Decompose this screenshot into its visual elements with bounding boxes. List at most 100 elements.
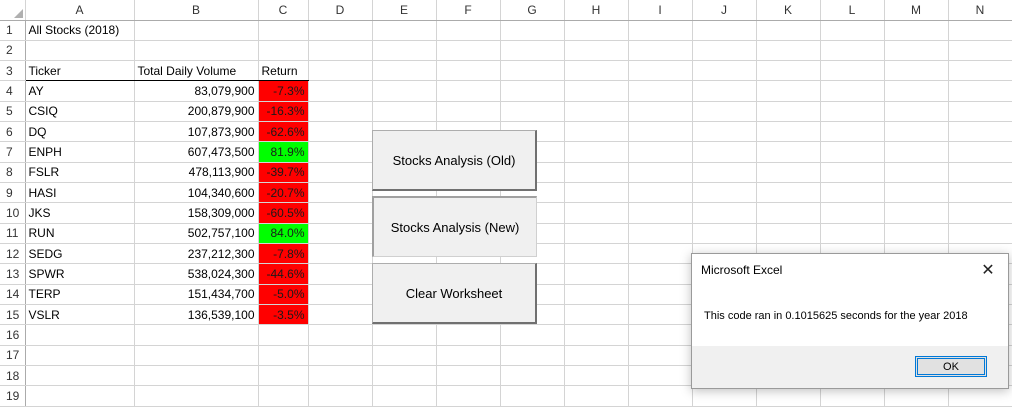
return-cell[interactable]: 84.0% bbox=[258, 223, 309, 245]
cell[interactable] bbox=[692, 141, 757, 163]
cell[interactable] bbox=[884, 60, 949, 82]
cell[interactable] bbox=[564, 182, 629, 204]
cell[interactable] bbox=[756, 80, 821, 102]
cell[interactable] bbox=[258, 345, 309, 367]
cell[interactable] bbox=[308, 121, 373, 143]
ticker-cell[interactable]: SEDG bbox=[25, 243, 135, 265]
cell[interactable] bbox=[436, 20, 501, 41]
row-header[interactable]: 16 bbox=[0, 324, 26, 346]
cell[interactable] bbox=[948, 80, 1012, 102]
volume-cell[interactable]: 502,757,100 bbox=[134, 223, 259, 245]
cell[interactable] bbox=[756, 121, 821, 143]
column-header[interactable]: C bbox=[258, 0, 309, 21]
ticker-cell[interactable]: HASI bbox=[25, 182, 135, 204]
row-header[interactable]: 11 bbox=[0, 223, 26, 245]
return-cell[interactable]: -39.7% bbox=[258, 162, 309, 184]
cell[interactable] bbox=[756, 101, 821, 123]
cell[interactable] bbox=[692, 60, 757, 82]
column-header[interactable]: J bbox=[692, 0, 757, 21]
cell[interactable] bbox=[756, 223, 821, 245]
cell[interactable] bbox=[564, 101, 629, 123]
column-header[interactable]: A bbox=[25, 0, 135, 21]
row-header[interactable]: 9 bbox=[0, 182, 26, 204]
cell[interactable] bbox=[25, 385, 135, 407]
cell[interactable] bbox=[756, 40, 821, 62]
row-header[interactable]: 13 bbox=[0, 263, 26, 285]
cell[interactable] bbox=[436, 101, 501, 123]
cell[interactable] bbox=[628, 40, 693, 62]
cell[interactable] bbox=[372, 60, 437, 82]
cell[interactable] bbox=[564, 162, 629, 184]
cell[interactable] bbox=[884, 182, 949, 204]
row-header[interactable]: 19 bbox=[0, 385, 26, 407]
cell[interactable] bbox=[500, 60, 565, 82]
ticker-cell[interactable]: DQ bbox=[25, 121, 135, 143]
row-header[interactable]: 8 bbox=[0, 162, 26, 184]
cell[interactable] bbox=[564, 284, 629, 306]
cell[interactable] bbox=[436, 80, 501, 102]
cell[interactable] bbox=[756, 141, 821, 163]
row-header[interactable]: 7 bbox=[0, 141, 26, 163]
cell[interactable] bbox=[884, 101, 949, 123]
cell[interactable] bbox=[628, 80, 693, 102]
cell[interactable] bbox=[628, 284, 693, 306]
cell[interactable] bbox=[884, 202, 949, 224]
cell[interactable] bbox=[25, 324, 135, 346]
volume-cell[interactable]: 83,079,900 bbox=[134, 80, 259, 102]
cell[interactable] bbox=[820, 80, 885, 102]
column-header[interactable]: E bbox=[372, 0, 437, 21]
return-cell[interactable]: -7.3% bbox=[258, 80, 309, 102]
cell[interactable] bbox=[500, 365, 565, 387]
cell[interactable] bbox=[308, 20, 373, 41]
column-header[interactable]: M bbox=[884, 0, 949, 21]
row-header[interactable]: 10 bbox=[0, 202, 26, 224]
cell[interactable] bbox=[628, 304, 693, 326]
cell[interactable] bbox=[628, 202, 693, 224]
cell[interactable] bbox=[308, 141, 373, 163]
cell[interactable] bbox=[308, 182, 373, 204]
return-cell[interactable]: -60.5% bbox=[258, 202, 309, 224]
volume-cell[interactable]: 136,539,100 bbox=[134, 304, 259, 326]
volume-cell[interactable]: 200,879,900 bbox=[134, 101, 259, 123]
cell[interactable] bbox=[564, 345, 629, 367]
cell[interactable] bbox=[820, 182, 885, 204]
cell[interactable] bbox=[564, 121, 629, 143]
cell[interactable] bbox=[500, 345, 565, 367]
cell[interactable] bbox=[628, 243, 693, 265]
cell[interactable] bbox=[564, 141, 629, 163]
cell[interactable] bbox=[628, 162, 693, 184]
ticker-cell[interactable]: AY bbox=[25, 80, 135, 102]
cell[interactable] bbox=[628, 365, 693, 387]
cell[interactable] bbox=[628, 223, 693, 245]
row-header[interactable]: 17 bbox=[0, 345, 26, 367]
cell[interactable] bbox=[564, 324, 629, 346]
cell[interactable] bbox=[500, 324, 565, 346]
volume-cell[interactable]: 151,434,700 bbox=[134, 284, 259, 306]
cell[interactable] bbox=[692, 101, 757, 123]
cell[interactable] bbox=[820, 60, 885, 82]
cell[interactable] bbox=[628, 141, 693, 163]
cell[interactable] bbox=[436, 365, 501, 387]
return-cell[interactable]: 81.9% bbox=[258, 141, 309, 163]
return-cell[interactable]: -20.7% bbox=[258, 182, 309, 204]
row-header[interactable]: 15 bbox=[0, 304, 26, 326]
cell[interactable] bbox=[308, 385, 373, 407]
cell[interactable] bbox=[500, 101, 565, 123]
stocks-analysis-new-button[interactable]: Stocks Analysis (New) bbox=[372, 196, 537, 257]
cell[interactable] bbox=[692, 20, 757, 41]
return-cell[interactable]: -44.6% bbox=[258, 263, 309, 285]
cell[interactable] bbox=[820, 101, 885, 123]
cell[interactable] bbox=[948, 40, 1012, 62]
return-cell[interactable]: -5.0% bbox=[258, 284, 309, 306]
select-all-corner[interactable] bbox=[0, 0, 26, 21]
cell[interactable] bbox=[628, 385, 693, 407]
return-cell[interactable]: -7.8% bbox=[258, 243, 309, 265]
cell[interactable] bbox=[25, 40, 135, 62]
cell[interactable] bbox=[436, 324, 501, 346]
cell[interactable] bbox=[948, 60, 1012, 82]
cell[interactable] bbox=[756, 202, 821, 224]
column-header[interactable]: D bbox=[308, 0, 373, 21]
cell[interactable] bbox=[436, 385, 501, 407]
cell[interactable] bbox=[308, 304, 373, 326]
cell[interactable] bbox=[564, 385, 629, 407]
